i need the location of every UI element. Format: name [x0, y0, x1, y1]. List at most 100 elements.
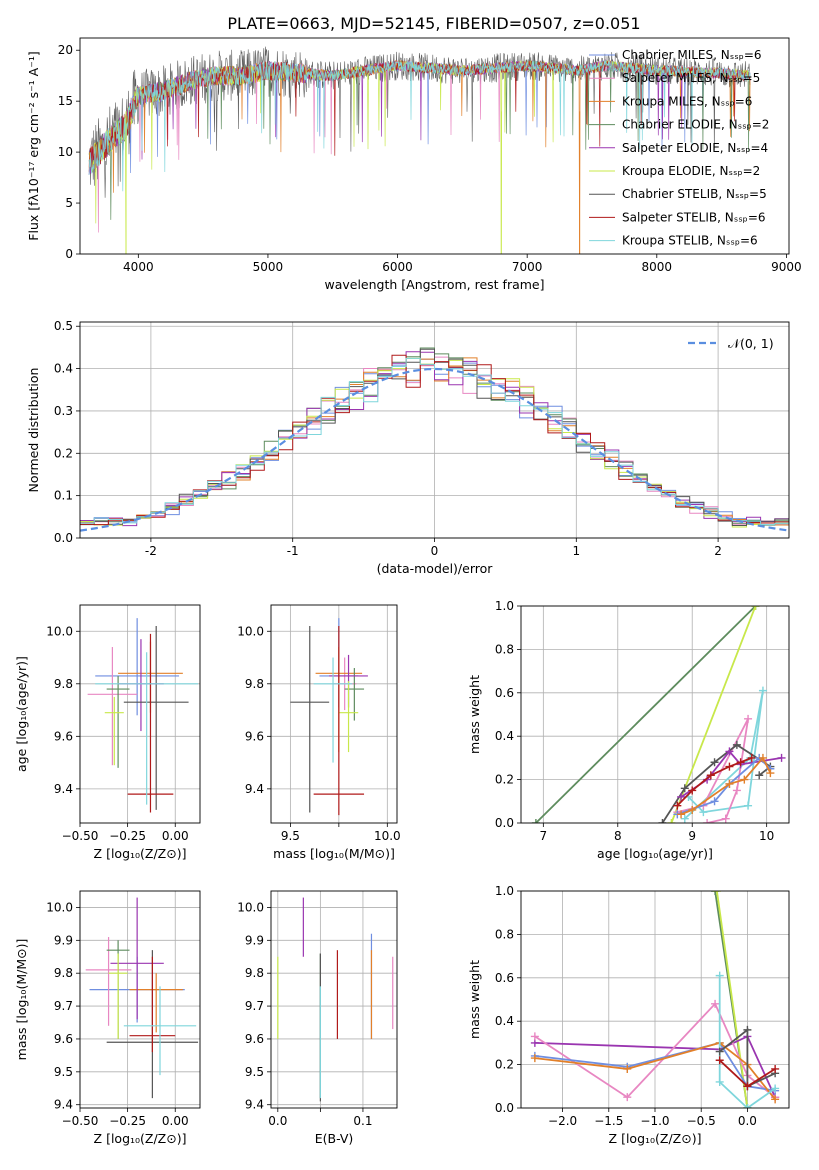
x-axis-label: age [log₁₀(age/yr)]: [597, 846, 713, 861]
x-tick-label: 0.00: [162, 1114, 189, 1128]
legend-label: Kroupa STELIB, Nₛₛₚ=6: [622, 234, 758, 248]
y-tick-label: 10: [58, 145, 73, 159]
y-tick-label: 9.7: [245, 999, 264, 1013]
weight-marker: [667, 819, 676, 823]
x-axis-label: E(B-V): [315, 1131, 354, 1146]
y-tick-label: 10.0: [46, 624, 73, 638]
legend-label: Salpeter ELODIE, Nₛₛₚ=4: [622, 141, 768, 155]
y-tick-label: 0.1: [54, 489, 73, 503]
weight-marker: [777, 753, 786, 762]
x-tick-label: −2.0: [548, 1114, 577, 1128]
weight-marker: [531, 819, 540, 823]
weight-marker: [623, 1064, 632, 1073]
gaussian-curve: [79, 367, 790, 532]
y-tick-label: 9.6: [245, 1032, 264, 1046]
weight-marker: [711, 999, 720, 1008]
y-tick-label: 9.9: [245, 933, 264, 947]
y-axis-label: mass weight: [467, 960, 482, 1039]
weight-marker: [623, 1093, 632, 1102]
y-tick-label: 1.0: [495, 884, 514, 898]
y-tick-label: 0.2: [495, 1058, 514, 1072]
weight-line-6: [676, 757, 753, 807]
weight-marker: [771, 1064, 780, 1073]
y-tick-label: 9.9: [54, 933, 73, 947]
x-tick-label: −0.25: [109, 1114, 146, 1128]
x-tick-label: 10.0: [374, 829, 401, 843]
weight-line-6: [718, 975, 776, 1108]
x-tick-label: −1.0: [640, 1114, 669, 1128]
weight-marker: [688, 805, 697, 814]
x-tick-label: 0.00: [162, 829, 189, 843]
y-tick-label: 0.0: [54, 531, 73, 545]
weight-line-1: [716, 891, 749, 1108]
panel-weight-vs-Z: −2.0 −1.5 −1.0 −0.5 0.0 0.0 0.2 0.4 0.6 0.8 1.0 Z […: [467, 884, 790, 1146]
x-tick-label: 9: [688, 829, 696, 843]
axes-frame: [79, 890, 201, 1109]
figure-title: PLATE=0663, MJD=52145, FIBERID=0507, z=0…: [227, 14, 640, 33]
y-tick-label: 10.0: [237, 900, 264, 914]
weight-marker: [758, 686, 767, 695]
legend-label: Chabrier ELODIE, Nₛₛₚ=2: [622, 118, 769, 132]
weight-marker: [766, 769, 775, 778]
y-tick-label: 9.5: [245, 1065, 264, 1079]
legend-label: Kroupa MILES, Nₛₛₚ=6: [622, 94, 752, 108]
x-tick-label: 0: [431, 544, 439, 558]
weight-marker: [743, 1082, 752, 1091]
weight-marker: [771, 1095, 780, 1104]
x-tick-label: 8: [614, 829, 622, 843]
y-tick-label: 0.5: [54, 319, 73, 333]
axes-frame: [79, 604, 201, 824]
x-axis-label: Z [log₁₀(Z/Z⊙)]: [609, 1131, 702, 1146]
y-tick-label: 0.2: [495, 773, 514, 787]
y-tick-label: 9.4: [245, 1098, 264, 1112]
weight-marker: [710, 758, 719, 767]
x-tick-label: 0.0: [268, 1114, 287, 1128]
weight-marker: [732, 786, 741, 795]
weight-marker: [715, 971, 724, 980]
panel-age-vs-mass: 9.5 10.0 9.4 9.6 9.8 10.0 mass [log₁₀(M/M⊙)]: [237, 604, 401, 861]
y-tick-label: 0.8: [495, 642, 514, 656]
y-tick-label: 0.6: [495, 686, 514, 700]
y-tick-label: 9.6: [245, 729, 264, 743]
weight-marker: [710, 797, 719, 806]
x-tick-label: −0.5: [687, 1114, 716, 1128]
weight-marker: [755, 771, 764, 780]
weight-line-7: [719, 1028, 776, 1088]
y-tick-label: 0.4: [495, 1014, 514, 1028]
weight-marker: [732, 740, 741, 749]
x-tick-label: -2: [145, 544, 157, 558]
spectrum-line-8: [88, 60, 751, 192]
y-tick-label: 9.8: [54, 677, 73, 691]
y-axis-label: Normed distribution: [26, 368, 41, 493]
y-tick-label: 0.2: [54, 446, 73, 460]
legend-label: Chabrier MILES, Nₛₛₚ=6: [622, 48, 762, 62]
weight-marker: [530, 1032, 539, 1041]
y-axis-label: mass [log₁₀(M/M⊙)]: [14, 939, 29, 1061]
weight-marker: [744, 801, 753, 810]
x-tick-label: 6000: [382, 260, 413, 274]
panel-weight-vs-age: 7 8 9 10 0.0 0.2 0.4 0.6 0.8 1.0 age [log₁₀(age/yr…: [467, 599, 790, 861]
weight-marker: [530, 1054, 539, 1063]
x-axis-label: Z [log₁₀(Z/Z⊙)]: [94, 846, 187, 861]
legend-label: Salpeter MILES, Nₛₛₚ=5: [622, 71, 760, 85]
weight-marker: [715, 1047, 724, 1056]
weight-marker: [711, 891, 720, 895]
weight-line-8: [680, 756, 772, 816]
weight-marker: [743, 1104, 752, 1108]
x-tick-label: −0.50: [62, 1114, 99, 1128]
x-axis-label: wavelength [Angstrom, rest frame]: [324, 277, 544, 292]
y-tick-label: 9.4: [54, 1098, 73, 1112]
y-tick-label: 0.8: [495, 927, 514, 941]
weight-marker: [712, 891, 721, 895]
y-tick-label: 9.6: [54, 729, 73, 743]
weight-marker: [725, 762, 734, 771]
y-tick-label: 0: [65, 247, 73, 261]
x-tick-label: 7000: [512, 260, 543, 274]
weight-marker: [673, 801, 682, 810]
y-axis-label: Flux [fλ10⁻¹⁷ erg cm⁻² s⁻¹ A⁻¹]: [26, 51, 41, 240]
weight-marker: [680, 814, 689, 823]
x-tick-label: 8000: [642, 260, 673, 274]
x-tick-label: 0.0: [738, 1114, 757, 1128]
y-tick-label: 0.3: [54, 404, 73, 418]
weight-marker: [688, 786, 697, 795]
